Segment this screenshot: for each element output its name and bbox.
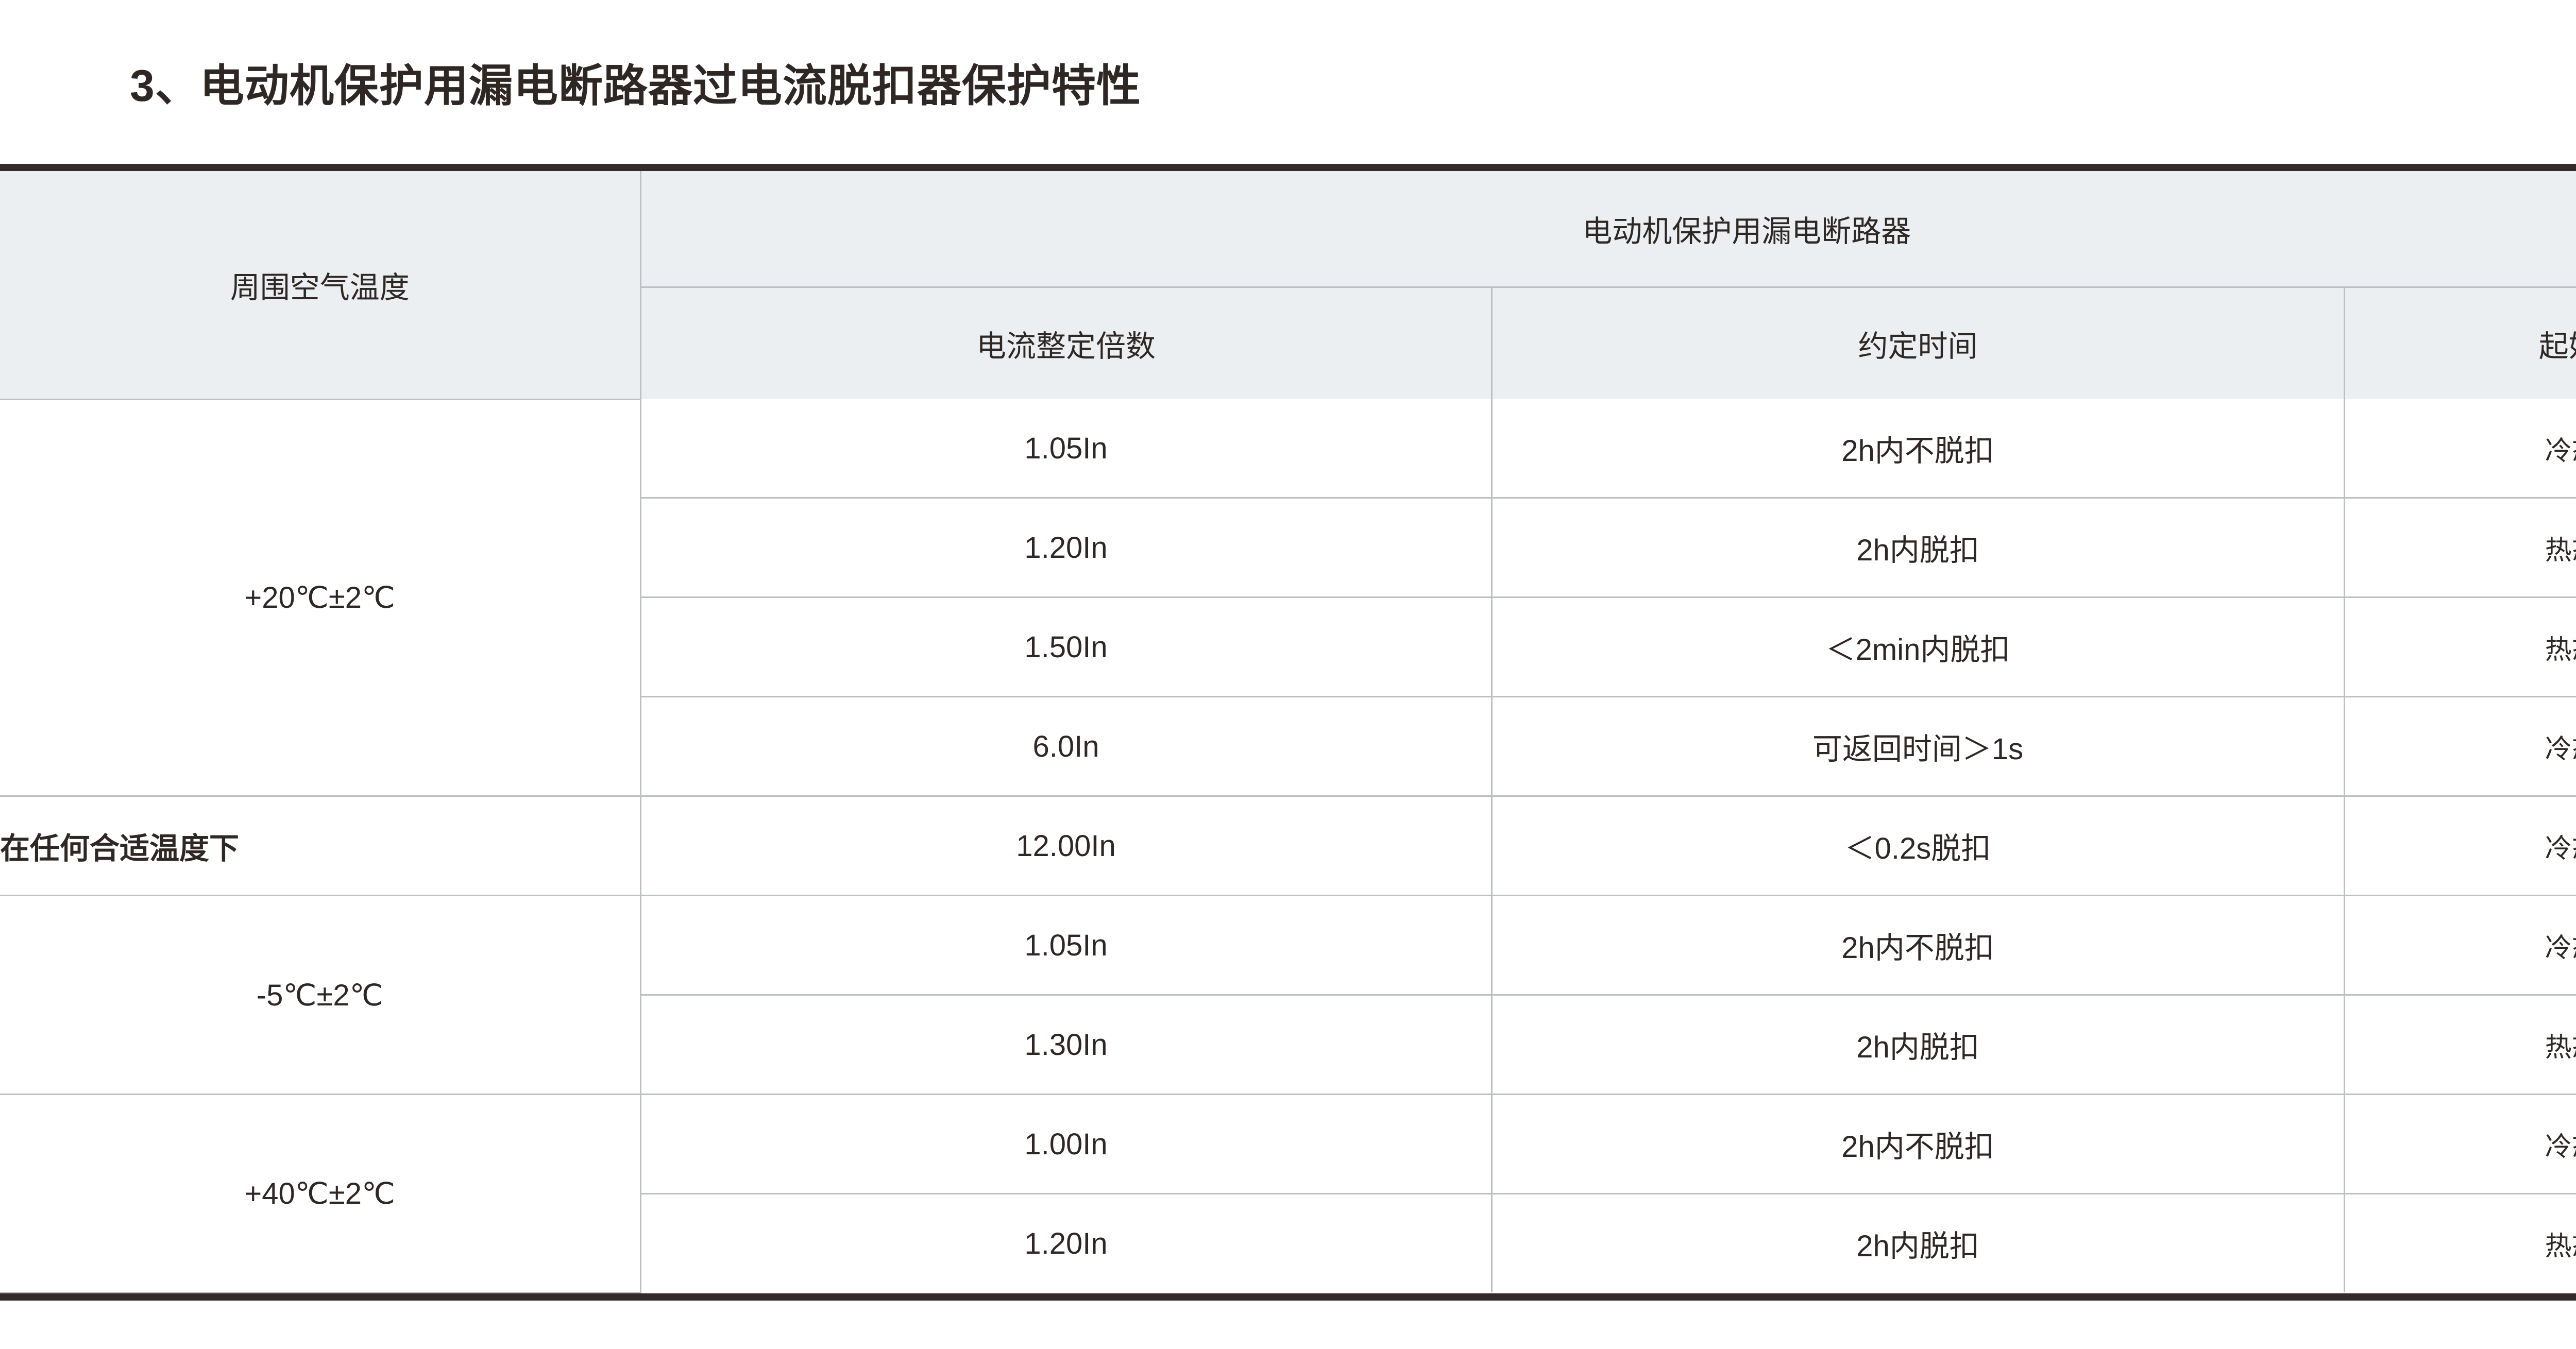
table-header-row-sub: 电流整定倍数 约定时间 起始状态 [0,286,2576,399]
cell-conventional-time: ＜2min内脱扣 [1490,596,2345,697]
cell-initial-state: 热态开始 [2343,596,2576,697]
cell-initial-state: 冷态开始 [2343,795,2576,896]
cell-current-multiple: 1.00In [639,1094,1493,1194]
cell-initial-state: 冷态开始 [2343,895,2576,996]
table-row: 1.50In ＜2min内脱扣 热态开始 [0,596,2576,697]
cell-current-multiple: 1.20In [640,1193,1493,1292]
table-row: 1.20In 2h内脱扣 热态开始 [0,1193,2576,1292]
cell-conventional-time: 2h内脱扣 [1490,1193,2345,1292]
spec-table-container: 周围空气温度 电动机保护用漏电断路器 电流整定倍数 约定时间 起始状态 +20℃… [0,164,2576,1301]
table-row: 6.0In 可返回时间＞1s 冷态开始 [0,696,2576,797]
table-row: 1.30In 2h内脱扣 热态开始 [0,994,2576,1095]
cell-conventional-time: 可返回时间＞1s [1490,696,2345,797]
cell-initial-state: 冷态开始 [2343,399,2576,499]
column-header-group-device: 电动机保护用漏电断路器 [639,171,2576,288]
cell-initial-state: 热态开始 [2343,994,2576,1095]
cell-current-multiple: 1.05In [639,399,1493,499]
cell-current-multiple: 6.0In [640,696,1493,797]
table-row: -5℃±2℃ 1.05In 2h内不脱扣 冷态开始 [0,895,2576,1095]
cell-conventional-time: ＜0.2s脱扣 [1490,795,2345,896]
cell-current-multiple: 12.00In [639,795,1493,896]
table-header: 周围空气温度 电动机保护用漏电断路器 电流整定倍数 约定时间 起始状态 [0,171,2576,400]
cell-initial-state: 热态开始 [2343,1193,2576,1292]
motor-protection-spec-table: 周围空气温度 电动机保护用漏电断路器 电流整定倍数 约定时间 起始状态 +20℃… [0,171,2576,1293]
cell-temperature: 在任何合适温度下 [0,795,641,896]
column-header-current-setting-multiple: 电流整定倍数 [640,286,1493,399]
cell-current-multiple: 1.05In [639,895,1493,996]
table-row: 在任何合适温度下 12.00In ＜0.2s脱扣 冷态开始 [0,795,2576,896]
cell-temperature: +20℃±2℃ [0,399,641,797]
cell-temperature: +40℃±2℃ [0,1094,641,1293]
cell-current-multiple: 1.20In [640,497,1493,598]
cell-initial-state: 冷态开始 [2343,1094,2576,1194]
cell-current-multiple: 1.30In [640,994,1493,1095]
page-title: 3、电动机保护用漏电断路器过电流脱扣器保护特性 [130,61,1141,111]
cell-initial-state: 冷态开始 [2343,696,2576,797]
cell-conventional-time: 2h内不脱扣 [1490,399,2345,499]
table-row: +40℃±2℃ 1.00In 2h内不脱扣 冷态开始 [0,1094,2576,1293]
table-header-row-top: 周围空气温度 电动机保护用漏电断路器 [0,171,2576,400]
cell-initial-state: 热态开始 [2343,497,2576,598]
table-row: +20℃±2℃ 1.05In 2h内不脱扣 冷态开始 [0,399,2576,797]
cell-conventional-time: 2h内不脱扣 [1490,1094,2345,1194]
cell-conventional-time: 2h内不脱扣 [1490,895,2345,996]
column-header-ambient-temperature: 周围空气温度 [0,171,641,400]
table-row: 1.20In 2h内脱扣 热态开始 [0,497,2576,598]
column-header-initial-state: 起始状态 [2343,286,2576,399]
cell-conventional-time: 2h内脱扣 [1490,994,2345,1095]
column-header-conventional-time: 约定时间 [1490,286,2345,399]
cell-temperature: -5℃±2℃ [0,895,641,1095]
table-body: +20℃±2℃ 1.05In 2h内不脱扣 冷态开始 1.20In 2h内脱扣 … [0,399,2576,1293]
cell-current-multiple: 1.50In [640,596,1493,697]
cell-conventional-time: 2h内脱扣 [1490,497,2345,598]
